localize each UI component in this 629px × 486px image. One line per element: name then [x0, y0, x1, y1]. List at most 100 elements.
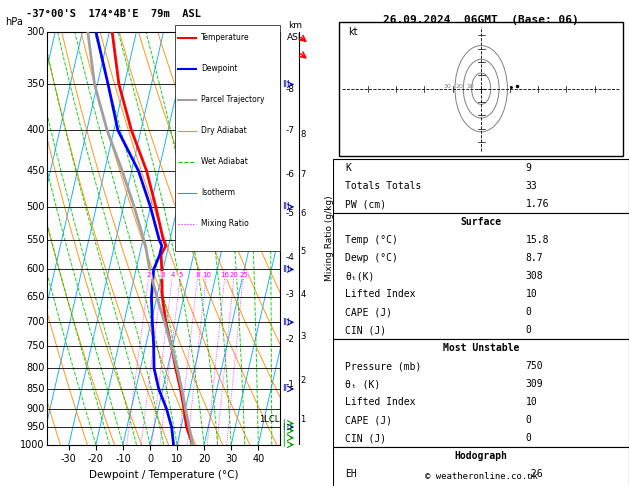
Text: Surface: Surface: [460, 217, 502, 227]
Text: PW (cm): PW (cm): [345, 199, 386, 209]
Text: Totals Totals: Totals Totals: [345, 181, 421, 191]
Text: ASL: ASL: [286, 33, 303, 42]
Text: Wet Adiabat: Wet Adiabat: [201, 157, 248, 166]
Text: 0: 0: [526, 325, 532, 335]
Text: 6: 6: [300, 209, 306, 218]
Text: Mixing Ratio: Mixing Ratio: [201, 219, 248, 228]
Text: -7: -7: [286, 126, 295, 135]
X-axis label: Dewpoint / Temperature (°C): Dewpoint / Temperature (°C): [89, 470, 238, 480]
Text: © weatheronline.co.uk: © weatheronline.co.uk: [425, 472, 538, 481]
Text: 700: 700: [26, 317, 45, 327]
Text: hPa: hPa: [5, 17, 23, 27]
Text: Parcel Trajectory: Parcel Trajectory: [201, 95, 264, 104]
Text: CAPE (J): CAPE (J): [345, 415, 392, 425]
Text: Isotherm: Isotherm: [201, 188, 235, 197]
Text: 0: 0: [526, 307, 532, 317]
Text: 350: 350: [26, 80, 45, 89]
Text: I: I: [282, 419, 285, 428]
Text: -5: -5: [286, 209, 295, 218]
FancyBboxPatch shape: [175, 25, 280, 251]
Text: CAPE (J): CAPE (J): [345, 307, 392, 317]
Text: Temperature: Temperature: [201, 33, 250, 42]
Text: Mixing Ratio (g/kg): Mixing Ratio (g/kg): [325, 195, 333, 281]
Text: 25: 25: [239, 272, 248, 278]
Bar: [333, 447, 629, 486]
Text: 800: 800: [26, 363, 45, 373]
Text: 20: 20: [230, 272, 238, 278]
Text: Dewpoint: Dewpoint: [201, 64, 237, 73]
Text: 33: 33: [526, 181, 537, 191]
Text: 600: 600: [26, 264, 45, 275]
Bar: [333, 213, 629, 339]
Text: 4: 4: [300, 290, 306, 299]
Text: 1.76: 1.76: [526, 199, 549, 209]
Text: I: I: [282, 433, 285, 442]
Text: III: III: [282, 318, 290, 327]
Text: Lifted Index: Lifted Index: [345, 397, 416, 407]
Text: 8.7: 8.7: [526, 253, 543, 263]
Text: 30: 30: [443, 84, 451, 89]
Text: 10: 10: [526, 397, 537, 407]
Text: -26: -26: [526, 469, 543, 479]
Text: 3: 3: [300, 332, 306, 341]
Text: θₜ(K): θₜ(K): [345, 271, 375, 281]
Text: Isotherm: Isotherm: [201, 188, 235, 197]
Text: 10: 10: [526, 289, 537, 299]
Text: Wet Adiabat: Wet Adiabat: [201, 157, 248, 166]
Text: II: II: [282, 384, 287, 394]
Text: EH: EH: [345, 469, 357, 479]
Text: I: I: [282, 423, 285, 432]
Text: 750: 750: [526, 361, 543, 371]
Text: 309: 309: [526, 379, 543, 389]
Text: 15.8: 15.8: [526, 235, 549, 245]
Text: 900: 900: [26, 403, 45, 414]
Text: -2: -2: [286, 334, 295, 344]
Text: Temp (°C): Temp (°C): [345, 235, 398, 245]
Text: Temperature: Temperature: [201, 33, 250, 42]
Text: 1LCL: 1LCL: [259, 416, 279, 424]
Text: -8: -8: [286, 85, 295, 94]
Text: CIN (J): CIN (J): [345, 433, 386, 443]
Text: 750: 750: [26, 341, 45, 351]
Text: III: III: [282, 202, 290, 211]
Text: 10: 10: [467, 84, 474, 89]
Text: Lifted Index: Lifted Index: [345, 289, 416, 299]
Text: 8: 8: [196, 272, 200, 278]
Text: Pressure (mb): Pressure (mb): [345, 361, 421, 371]
Text: 0: 0: [526, 415, 532, 425]
Text: 300: 300: [26, 27, 45, 36]
Text: -37°00'S  174°4B'E  79m  ASL: -37°00'S 174°4B'E 79m ASL: [26, 9, 201, 19]
Text: 3: 3: [160, 272, 165, 278]
Text: 26.09.2024  06GMT  (Base: 06): 26.09.2024 06GMT (Base: 06): [383, 15, 579, 25]
Text: Dry Adiabat: Dry Adiabat: [201, 126, 247, 135]
Text: 8: 8: [300, 130, 306, 139]
Text: I: I: [282, 440, 285, 449]
Text: 2: 2: [147, 272, 151, 278]
Text: -1: -1: [286, 381, 295, 389]
Text: 5: 5: [300, 247, 306, 256]
Text: Mixing Ratio: Mixing Ratio: [201, 219, 248, 228]
Text: 1000: 1000: [20, 440, 45, 450]
Text: -3: -3: [286, 290, 295, 299]
Text: Most Unstable: Most Unstable: [443, 343, 520, 353]
Text: III: III: [282, 80, 290, 89]
Text: 4: 4: [170, 272, 175, 278]
Text: 850: 850: [26, 384, 45, 394]
Bar: [333, 159, 629, 213]
Text: 400: 400: [26, 125, 45, 135]
Text: 20: 20: [455, 84, 463, 89]
Text: 2: 2: [300, 376, 306, 385]
Text: 5: 5: [178, 272, 182, 278]
Text: 0: 0: [526, 433, 532, 443]
Text: 950: 950: [26, 422, 45, 432]
Text: 1: 1: [300, 416, 306, 424]
Text: 9: 9: [526, 163, 532, 174]
Text: Dry Adiabat: Dry Adiabat: [201, 126, 247, 135]
Text: 450: 450: [26, 166, 45, 176]
Text: III: III: [282, 265, 290, 274]
Text: 500: 500: [26, 202, 45, 212]
Text: CIN (J): CIN (J): [345, 325, 386, 335]
Bar: [339, 22, 623, 156]
Text: I: I: [282, 426, 285, 435]
Text: Parcel Trajectory: Parcel Trajectory: [201, 95, 264, 104]
